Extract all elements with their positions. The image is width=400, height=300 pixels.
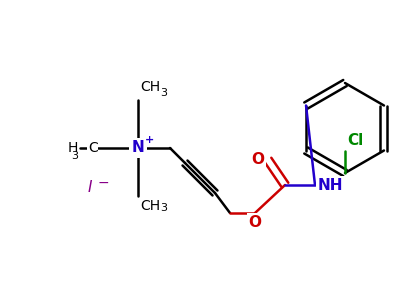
Text: C: C xyxy=(88,141,98,155)
Text: O: O xyxy=(251,152,264,167)
Text: CH: CH xyxy=(140,80,160,94)
Text: N: N xyxy=(132,140,144,155)
Text: I: I xyxy=(88,181,92,196)
Text: 3: 3 xyxy=(160,88,167,98)
Text: 3: 3 xyxy=(160,203,167,213)
Text: O: O xyxy=(248,215,262,230)
Text: H: H xyxy=(68,141,78,155)
Text: −: − xyxy=(97,176,109,190)
Text: CH: CH xyxy=(140,199,160,213)
Text: Cl: Cl xyxy=(347,133,363,148)
Text: 3: 3 xyxy=(71,151,78,161)
Text: +: + xyxy=(145,135,155,145)
Text: NH: NH xyxy=(318,178,344,193)
